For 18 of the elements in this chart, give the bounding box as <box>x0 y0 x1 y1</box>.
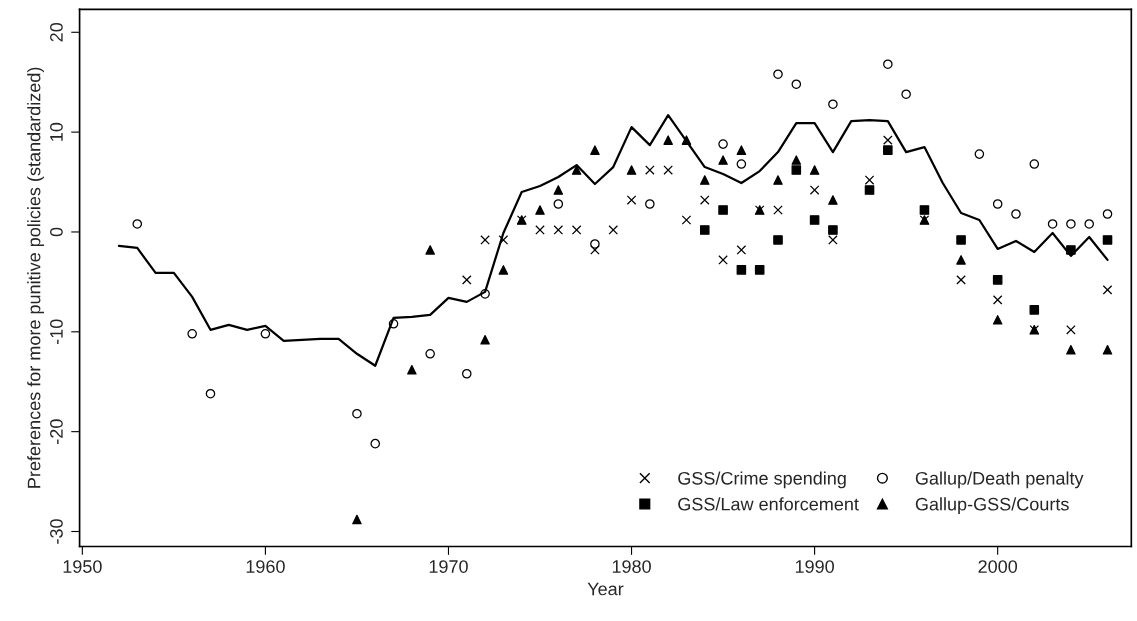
y-tick-label: -10 <box>50 319 63 345</box>
y-tick-label: -30 <box>50 519 63 544</box>
y-tick-label: -20 <box>50 419 63 444</box>
x-tick-label: 1960 <box>246 560 285 573</box>
legend-label: GSS/Crime spending <box>678 471 846 489</box>
legend-label: Gallup-GSS/Courts <box>915 497 1069 515</box>
legend-label: GSS/Law enforcement <box>678 497 859 511</box>
x-axis-title: Year <box>587 582 624 596</box>
y-tick-label: 20 <box>50 22 63 42</box>
x-tick-label: 1950 <box>63 560 102 573</box>
x-tick-label: 1990 <box>795 560 834 573</box>
y-tick-label: 10 <box>50 122 63 141</box>
y-axis-title: Preferences for more punitive policies (standardized) <box>27 67 45 488</box>
x-tick-label: 2000 <box>978 560 1018 573</box>
y-tick-label: 0 <box>50 227 63 237</box>
x-tick-label: 1980 <box>612 560 651 573</box>
legend-label: Gallup/Death penalty <box>915 471 1084 489</box>
x-tick-label: 1970 <box>429 560 468 573</box>
